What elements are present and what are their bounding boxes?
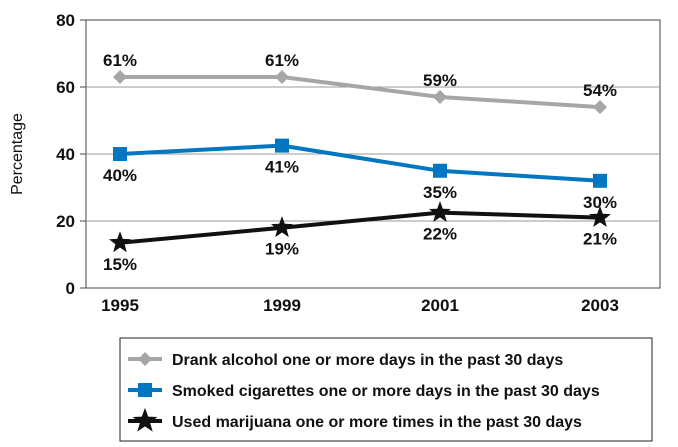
legend-label: Smoked cigarettes one or more days in th… [172, 383, 600, 400]
x-tick-label: 2001 [421, 296, 459, 315]
diamond-marker [275, 69, 289, 84]
diamond-marker [113, 69, 127, 84]
star-marker [589, 206, 611, 227]
star-marker [271, 216, 293, 238]
data-label: 40% [103, 166, 137, 185]
star-marker [429, 201, 451, 222]
y-tick-label: 40 [56, 145, 75, 164]
y-axis-label: Percentage [9, 113, 26, 195]
series-line [119, 210, 601, 245]
y-tick-label: 60 [56, 78, 75, 97]
series-line [119, 143, 601, 183]
diamond-marker [593, 100, 607, 115]
legend-diamond-marker [138, 352, 152, 366]
diamond-marker [433, 90, 447, 105]
legend-star-marker [132, 407, 158, 432]
series-line [120, 75, 601, 110]
x-tick-label: 1995 [101, 296, 139, 315]
x-tick-label: 1999 [263, 296, 301, 315]
data-label: 19% [265, 240, 299, 259]
legend-label: Drank alcohol one or more days in the pa… [172, 352, 563, 369]
legend-box [119, 337, 653, 442]
y-tick-label: 20 [56, 212, 75, 231]
data-label: 54% [583, 81, 617, 100]
data-label: 41% [265, 158, 299, 177]
data-label: 21% [583, 230, 617, 249]
star-marker [109, 231, 131, 253]
y-tick-label: 0 [66, 279, 75, 298]
legend-square-marker [138, 383, 152, 397]
y-tick-label: 80 [56, 11, 75, 30]
data-label: 61% [103, 51, 137, 70]
data-label: 22% [423, 225, 457, 244]
x-axis-ticks: 1995 1999 2001 2003 [101, 296, 619, 315]
series-layer [109, 69, 611, 253]
data-label: 59% [423, 71, 457, 90]
square-marker [113, 147, 127, 161]
data-labels: 61% 61% 59% 54% 40% 41% 35% 30% 15% 19% 22% 21% [103, 51, 617, 274]
y-axis-ticks: 0 20 40 60 80 [56, 11, 86, 298]
square-marker [593, 173, 607, 188]
square-marker [275, 138, 289, 153]
legend-label: Used marijuana one or more times in the … [172, 414, 582, 431]
legend: Drank alcohol one or more days in the pa… [128, 352, 600, 432]
x-tick-label: 2003 [581, 296, 619, 315]
square-marker [433, 163, 447, 178]
data-label: 30% [583, 193, 617, 212]
data-label: 15% [103, 255, 137, 274]
data-label: 61% [265, 51, 299, 70]
data-label: 35% [423, 183, 457, 202]
